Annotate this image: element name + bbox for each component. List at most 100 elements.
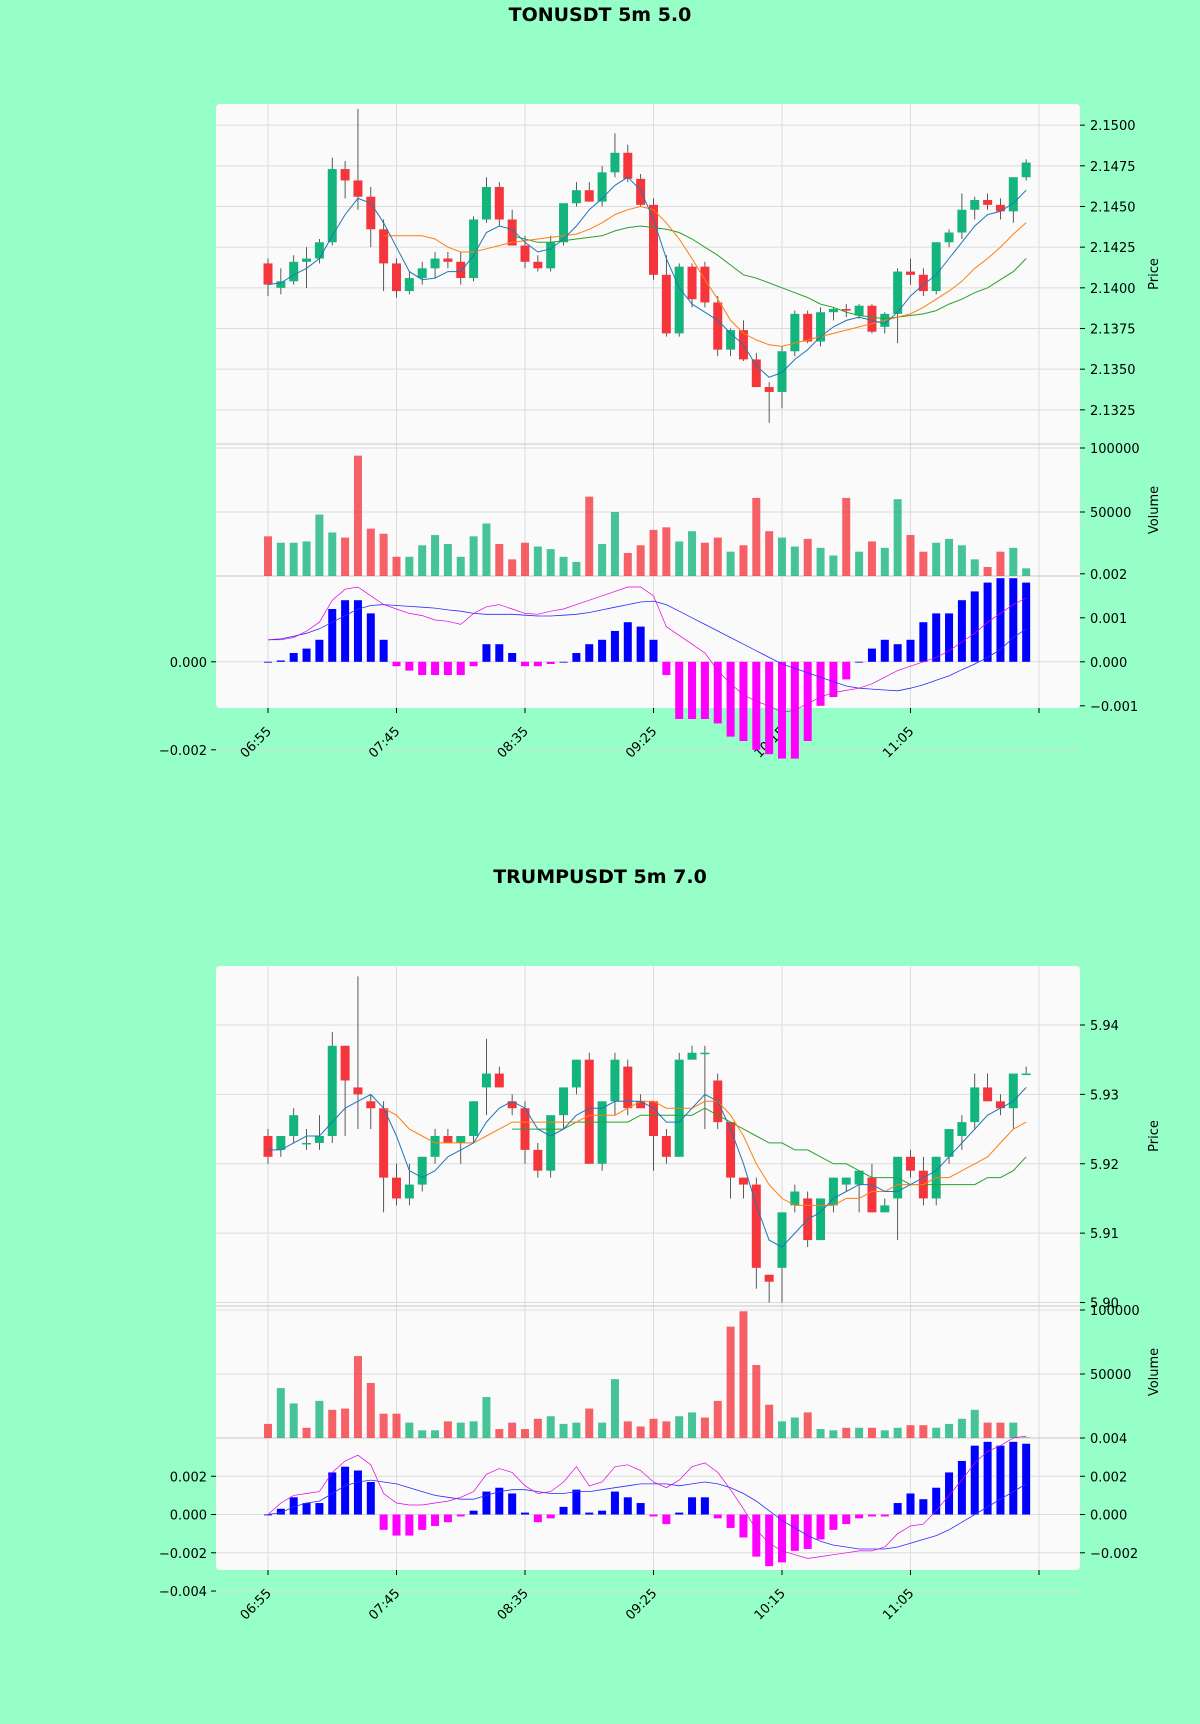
macd-left-tick-label: −0.002 [159, 1547, 207, 1562]
macd-histogram-bar [302, 1503, 311, 1515]
x-tick-label: 11:05 [880, 724, 917, 761]
price-tick-label: 2.1400 [1090, 282, 1136, 297]
candle-body [417, 268, 427, 279]
macd-right-tick-label: 0.002 [1090, 1470, 1127, 1485]
volume-bar [816, 547, 825, 576]
candle-body [880, 1205, 890, 1213]
volume-bar [598, 1422, 607, 1438]
macd-histogram-bar [880, 1514, 889, 1517]
macd-histogram-bar [842, 661, 851, 680]
candle-body [970, 199, 980, 210]
candle-body [404, 1184, 414, 1199]
macd-left-tick-label: 0.002 [170, 1470, 207, 1485]
candle-body [571, 190, 581, 204]
macd-histogram-bar [649, 639, 658, 662]
candle-body [841, 1177, 851, 1185]
candle-body [263, 263, 273, 285]
volume-tick-label: 100000 [1090, 442, 1140, 457]
volume-bar [533, 1418, 542, 1438]
price-tick-label: 2.1500 [1090, 119, 1136, 134]
ton-candlestick-chart: 2.1500 2.1475 2.1450 2.1425 2.1400 2.1375 2.13… [159, 104, 1162, 761]
volume-bar [610, 512, 619, 576]
macd-line [267, 600, 1027, 692]
macd-histogram-bar [392, 1514, 401, 1536]
volume-bar [700, 542, 709, 576]
candle-body [302, 258, 312, 262]
macd-histogram-bar [405, 661, 414, 671]
candle-body [687, 266, 697, 300]
macd-histogram-bar [1022, 1443, 1031, 1515]
volume-bar [276, 542, 285, 576]
candle-body [841, 308, 851, 311]
volume-bar [443, 1421, 452, 1438]
macd-histogram-bar [598, 639, 607, 662]
volume-bar [495, 1429, 504, 1438]
candle-body [649, 204, 658, 275]
macd-histogram-bar [392, 661, 401, 667]
macd-histogram-bar [585, 1512, 594, 1515]
volume-bar [405, 556, 414, 576]
candle-body [597, 1101, 607, 1164]
candle-body [726, 1122, 736, 1178]
volume-bar [1009, 547, 1018, 576]
macd-right-tick-label: 0.000 [1090, 1509, 1127, 1524]
x-tick-label: 11:05 [880, 1586, 917, 1623]
candle-body [995, 204, 1005, 212]
volume-bar [880, 547, 889, 576]
volume-bar [829, 555, 838, 576]
macd-histogram-bar [456, 1514, 465, 1517]
macd-histogram-bar [264, 661, 272, 663]
volume-bar [636, 545, 645, 576]
candle-body [995, 1101, 1005, 1109]
macd-left-tick-label: −0.002 [159, 744, 207, 759]
candle-body [340, 1045, 350, 1081]
candle-body [661, 1136, 671, 1157]
candle-body [314, 1136, 324, 1143]
macd-histogram-bar [688, 661, 697, 719]
candle-body [443, 258, 453, 262]
macd-histogram-bar [495, 1487, 504, 1515]
volume-bar [379, 1413, 388, 1438]
candle-body [584, 190, 594, 202]
price-tick-label: 2.1475 [1090, 160, 1136, 175]
macd-histogram-bar [1009, 578, 1018, 662]
macd-histogram-bar [752, 661, 761, 750]
volume-bar [482, 523, 491, 576]
macd-histogram-bar [688, 1497, 697, 1515]
volume-bar [970, 1409, 979, 1438]
volume-bar [546, 549, 555, 576]
candle-body [507, 219, 517, 246]
macd-histogram-bar [739, 1514, 748, 1538]
macd-left-tick-label: 0.000 [170, 656, 207, 671]
trump-candlestick-chart: 5.94 5.93 5.92 5.91 5.90 Price 100000 50000 Volu… [159, 966, 1162, 1623]
volume-bar [264, 1423, 272, 1438]
macd-histogram-bar [341, 1466, 350, 1515]
volume-bar [508, 1422, 517, 1438]
macd-histogram-bar [906, 639, 915, 662]
candle-body [559, 203, 569, 243]
x-tick-label: 09:25 [623, 1586, 660, 1623]
candle-body [263, 1136, 273, 1157]
macd-histogram-bar [482, 1491, 491, 1515]
macd-histogram-bar [700, 1497, 709, 1515]
candle-body [777, 351, 787, 392]
volume-bar [893, 499, 902, 576]
volume-bar [559, 1423, 568, 1438]
volume-bar [790, 546, 799, 576]
macd-histogram-bar [276, 660, 285, 662]
candle-body [623, 152, 633, 179]
ma3-line [512, 1107, 1027, 1186]
chart-title-trump: TRUMPUSDT 5m 7.0 [493, 866, 707, 888]
candle-body [970, 1087, 980, 1123]
macd-right-tick-label: −0.002 [1090, 1547, 1138, 1562]
candle-body [302, 1142, 312, 1145]
macd-right-tick-label: 0.002 [1090, 568, 1127, 583]
chart-title-ton: TONUSDT 5m 5.0 [508, 4, 692, 26]
ma1-line [268, 1087, 1027, 1248]
volume-bar [700, 1417, 709, 1438]
macd-histogram-bar [726, 1514, 735, 1528]
macd-histogram-bar [662, 1514, 671, 1525]
macd-histogram-bar [443, 1514, 452, 1523]
candle-body [353, 1087, 363, 1095]
macd-histogram-bar [842, 1514, 851, 1525]
